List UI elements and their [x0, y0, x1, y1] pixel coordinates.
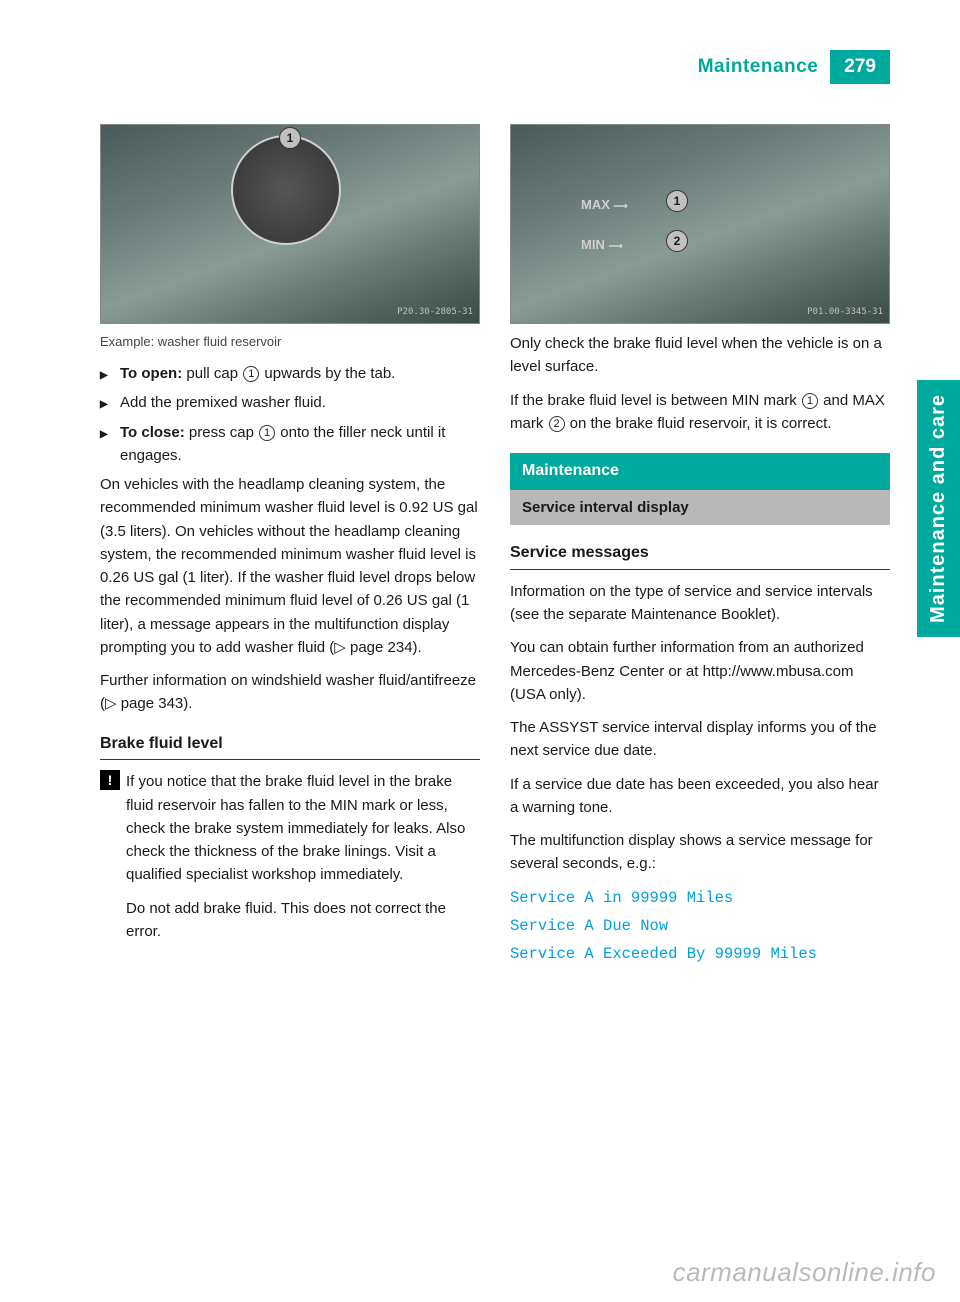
step-tail: upwards by the tab.	[260, 365, 395, 382]
step-open: To open: pull cap 1 upwards by the tab.	[100, 362, 480, 385]
note-body: If you notice that the brake fluid level…	[126, 770, 480, 953]
figure-min-label: MIN ⟶	[581, 235, 623, 255]
body-para: You can obtain further information from …	[510, 636, 890, 706]
warning-note: ! If you notice that the brake fluid lev…	[100, 770, 480, 953]
para-frag: on the brake fluid reservoir, it is corr…	[566, 415, 832, 432]
step-marker-icon	[100, 362, 120, 385]
para-frag: If the brake fluid level is between MIN …	[510, 392, 801, 409]
note-para: If you notice that the brake fluid level…	[126, 773, 465, 883]
body-para: If the brake fluid level is between MIN …	[510, 389, 890, 436]
display-message: Service A in 99999 Miles	[510, 886, 890, 910]
circled-number-icon: 1	[259, 425, 275, 441]
content-columns: 1 P20.30-2805-31 Example: washer fluid r…	[100, 124, 890, 970]
body-para: If a service due date has been exceeded,…	[510, 773, 890, 820]
body-para: Only check the brake fluid level when th…	[510, 332, 890, 379]
body-para: On vehicles with the headlamp cleaning s…	[100, 473, 480, 659]
figure-watermark: P01.00-3345-31	[807, 306, 883, 320]
step-marker-icon	[100, 391, 120, 414]
section-header-maintenance: Maintenance	[510, 453, 890, 490]
body-para: The ASSYST service interval display info…	[510, 716, 890, 763]
step-mid: press cap	[185, 424, 258, 441]
circled-number-icon: 2	[549, 416, 565, 432]
step-add: Add the premixed washer fluid.	[100, 391, 480, 414]
step-text: Add the premixed washer fluid.	[120, 391, 480, 414]
page-container: Maintenance 279 Maintenance and care 1 P…	[0, 0, 960, 1302]
max-text: MAX	[581, 197, 610, 212]
site-watermark: carmanualsonline.info	[673, 1257, 936, 1288]
figure-watermark: P20.30-2805-31	[397, 306, 473, 320]
body-para: Information on the type of service and s…	[510, 580, 890, 627]
note-para: Do not add brake fluid. This does not co…	[126, 897, 480, 944]
step-marker-icon	[100, 421, 120, 468]
step-mid: pull cap	[182, 365, 242, 382]
warning-icon: !	[100, 770, 120, 790]
figure-brake-reservoir: MAX ⟶ 1 MIN ⟶ 2 P01.00-3345-31	[510, 124, 890, 324]
figure-callout-1: 1	[666, 190, 688, 212]
figure-callout-1: 1	[279, 127, 301, 149]
min-text: MIN	[581, 237, 605, 252]
step-text: To close: press cap 1 onto the filler ne…	[120, 421, 480, 468]
circled-number-icon: 1	[243, 366, 259, 382]
display-message: Service A Exceeded By 99999 Miles	[510, 942, 890, 966]
figure-zoom-circle	[231, 135, 341, 245]
display-message: Service A Due Now	[510, 914, 890, 938]
section-header-service-interval: Service interval display	[510, 490, 890, 525]
side-tab: Maintenance and care	[917, 380, 960, 637]
figure-max-label: MAX ⟶	[581, 195, 628, 215]
page-number: 279	[830, 50, 890, 84]
body-para: Further information on windshield washer…	[100, 669, 480, 716]
subsection-brake-fluid: Brake fluid level	[100, 732, 480, 761]
step-bold: To close:	[120, 424, 185, 441]
circled-number-icon: 1	[802, 393, 818, 409]
step-bold: To open:	[120, 365, 182, 382]
left-column: 1 P20.30-2805-31 Example: washer fluid r…	[100, 124, 480, 970]
figure-washer-reservoir: 1 P20.30-2805-31	[100, 124, 480, 324]
step-text: To open: pull cap 1 upwards by the tab.	[120, 362, 480, 385]
header-title: Maintenance	[698, 50, 831, 84]
figure-callout-2: 2	[666, 230, 688, 252]
page-header: Maintenance 279	[100, 50, 890, 84]
right-column: MAX ⟶ 1 MIN ⟶ 2 P01.00-3345-31 Only chec…	[510, 124, 890, 970]
body-para: The multifunction display shows a servic…	[510, 829, 890, 876]
figure-caption: Example: washer fluid reservoir	[100, 332, 480, 352]
subsection-service-messages: Service messages	[510, 541, 890, 570]
step-close: To close: press cap 1 onto the filler ne…	[100, 421, 480, 468]
